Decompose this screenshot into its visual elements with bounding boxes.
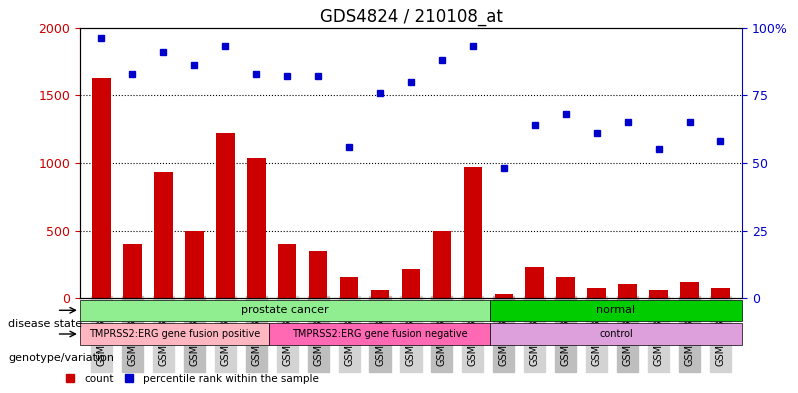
Bar bbox=[185, 231, 203, 298]
Bar bbox=[371, 290, 389, 298]
Text: normal: normal bbox=[596, 305, 635, 315]
Text: TMPRSS2:ERG gene fusion positive: TMPRSS2:ERG gene fusion positive bbox=[89, 329, 260, 339]
FancyBboxPatch shape bbox=[80, 323, 269, 345]
Bar bbox=[495, 294, 513, 298]
Text: genotype/variation: genotype/variation bbox=[8, 353, 114, 363]
Bar bbox=[154, 173, 172, 298]
Bar bbox=[278, 244, 296, 298]
Bar bbox=[93, 78, 111, 298]
Text: prostate cancer: prostate cancer bbox=[241, 305, 329, 315]
Bar bbox=[711, 288, 729, 298]
Bar bbox=[650, 290, 668, 298]
Text: control: control bbox=[599, 329, 633, 339]
Bar bbox=[433, 231, 451, 298]
Bar bbox=[680, 282, 699, 298]
Bar bbox=[526, 267, 544, 298]
Bar bbox=[216, 133, 235, 298]
Legend: count, percentile rank within the sample: count, percentile rank within the sample bbox=[61, 369, 322, 388]
Bar bbox=[556, 277, 575, 298]
FancyBboxPatch shape bbox=[80, 299, 490, 321]
Bar bbox=[464, 167, 482, 298]
Bar bbox=[340, 277, 358, 298]
FancyBboxPatch shape bbox=[490, 299, 742, 321]
Bar bbox=[587, 288, 606, 298]
Bar bbox=[618, 283, 637, 298]
Title: GDS4824 / 210108_at: GDS4824 / 210108_at bbox=[319, 8, 503, 26]
Bar bbox=[309, 251, 327, 298]
Bar bbox=[247, 158, 266, 298]
FancyBboxPatch shape bbox=[490, 323, 742, 345]
Bar bbox=[401, 269, 421, 298]
FancyBboxPatch shape bbox=[269, 323, 490, 345]
Bar bbox=[123, 244, 142, 298]
Text: disease state: disease state bbox=[8, 319, 82, 329]
Text: TMPRSS2:ERG gene fusion negative: TMPRSS2:ERG gene fusion negative bbox=[291, 329, 468, 339]
